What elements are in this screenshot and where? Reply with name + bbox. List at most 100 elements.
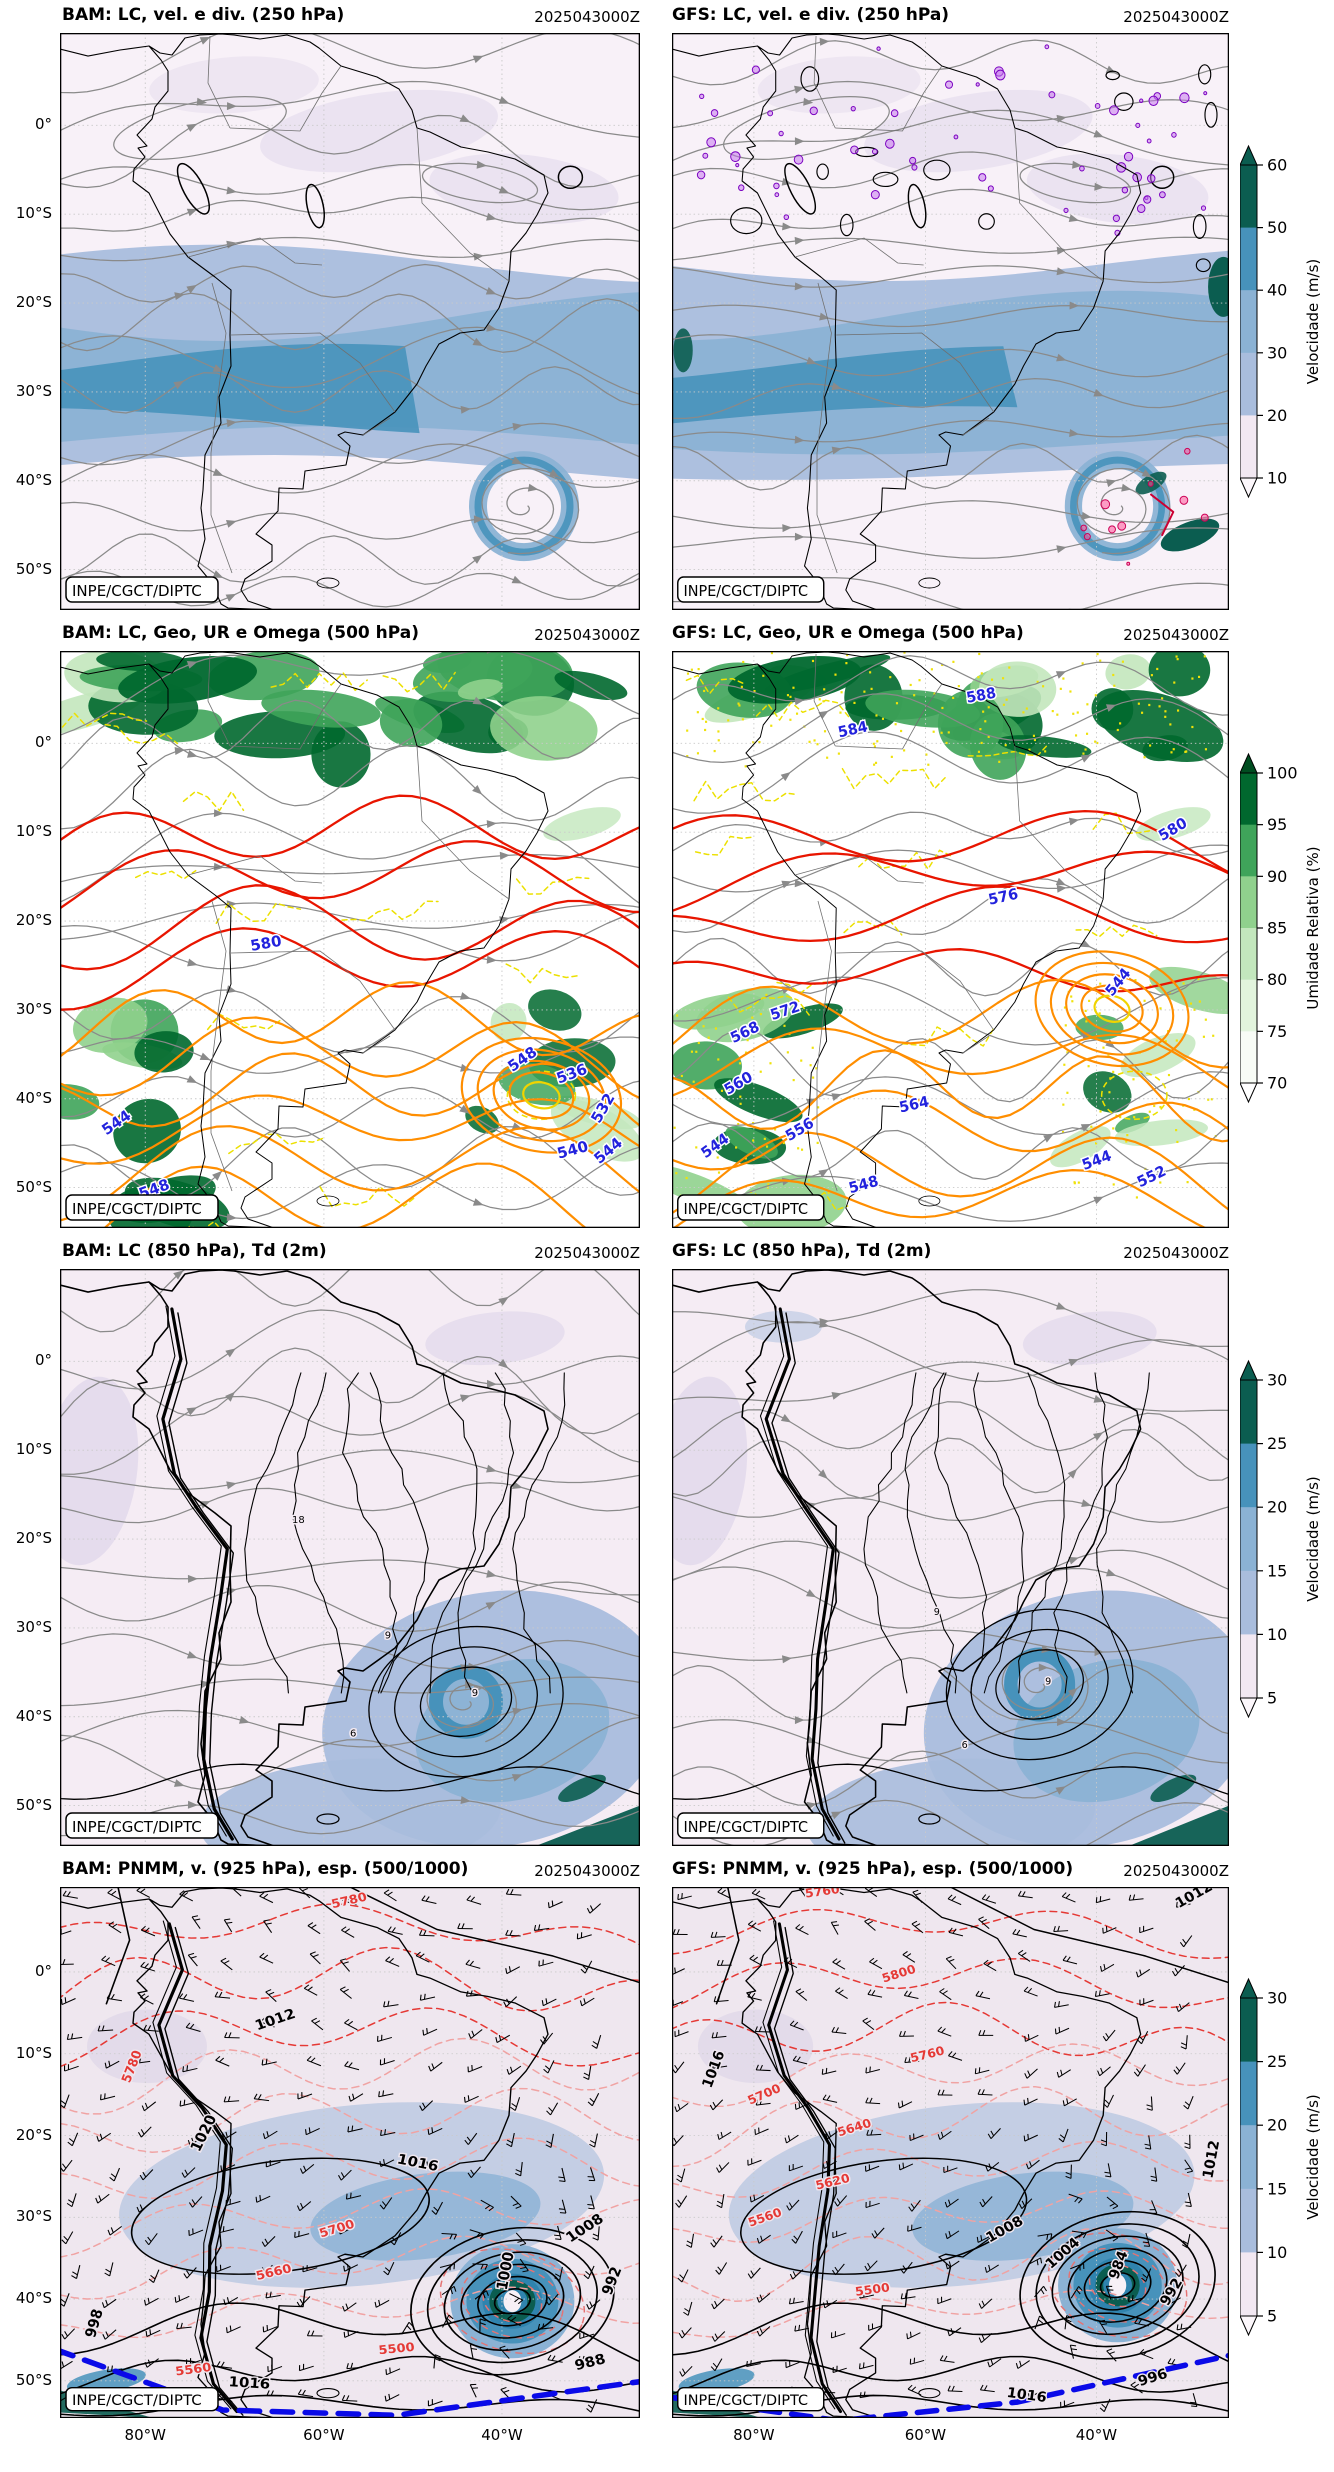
map-canvas: 5885845805765725685605645565445485445525… xyxy=(672,651,1229,1228)
lat-tick-label: 40°S xyxy=(15,1088,52,1107)
contour-label: 5500 xyxy=(854,2281,890,2299)
panel-title-gfs-250: GFS: LC, vel. e div. (250 hPa) xyxy=(672,5,950,25)
colorbar-tick: 15 xyxy=(1267,1561,1287,1580)
lat-tick-label: 20°S xyxy=(15,911,52,930)
lat-tick-label: 40°S xyxy=(15,2289,52,2308)
lat-tick-label: 30°S xyxy=(15,999,52,1018)
colorbar-tick: 85 xyxy=(1267,919,1287,938)
lat-tick-label: 20°S xyxy=(15,293,52,312)
colorbar-canvas: 100 95 90 85 80 75 70 Umidade Relativa (%) xyxy=(1239,752,1322,1104)
colorbar-tick: 10 xyxy=(1267,2243,1287,2262)
lat-tick-label: 10°S xyxy=(15,822,52,841)
colorbar-canvas: 60 50 40 30 20 10 Velocidade (m/s) xyxy=(1239,144,1322,499)
lat-tick-label: 20°S xyxy=(15,1529,52,1548)
map-bam-pnmm: 1012 1020 1016 1008 1000 992 988 1016 998 5780 578… xyxy=(60,1887,640,2418)
map-bam-250hpa: INPE/CGCT/DIPTC xyxy=(60,33,640,610)
colorbar-label: Umidade Relativa (%) xyxy=(1304,846,1322,1009)
panel-timestamp: 2025043000Z xyxy=(1123,1862,1229,1880)
colorbar-tick: 90 xyxy=(1267,867,1287,886)
contour-label: 1016 xyxy=(228,2375,271,2393)
contour-label: 18 xyxy=(292,1515,305,1526)
colorbar-tick: 15 xyxy=(1267,2179,1287,2198)
lon-tick-label: 40°W xyxy=(1075,2426,1118,2444)
colorbar-tick: 75 xyxy=(1267,1022,1287,1041)
colorbar-tick: 20 xyxy=(1267,2116,1287,2135)
wind-barbs xyxy=(672,1887,1198,2412)
colorbar-label: Velocidade (m/s) xyxy=(1304,1476,1322,1602)
lat-tick-label: 30°S xyxy=(15,1617,52,1636)
contour-label: 1016 xyxy=(1006,2385,1048,2406)
watermark-text: INPE/CGCT/DIPTC xyxy=(684,1819,808,1836)
lat-tick-label: 50°S xyxy=(15,1795,52,1814)
colorbar-tick: 30 xyxy=(1267,343,1287,362)
panel-title-bam-850: BAM: LC (850 hPa), Td (2m) xyxy=(62,1241,327,1261)
colorbar-tick: 40 xyxy=(1267,281,1287,300)
map-bam-500hpa: 580 548 536 532 540 544 544 548 INPE/CGCT/DIPTC xyxy=(60,651,640,1228)
divergence-contours xyxy=(176,162,584,229)
lat-tick-label: 0° xyxy=(34,115,52,134)
panel-title-gfs-pnmm: GFS: PNMM, v. (925 hPa), esp. (500/1000) xyxy=(672,1859,1074,1879)
colorbar-tick: 50 xyxy=(1267,218,1287,237)
map-gfs-250hpa: INPE/CGCT/DIPTC xyxy=(672,33,1229,610)
lat-tick-label: 10°S xyxy=(15,204,52,223)
streamlines xyxy=(60,33,640,608)
contour-label: 9 xyxy=(472,1688,478,1699)
panel-timestamp: 2025043000Z xyxy=(534,8,640,26)
watermark-text: INPE/CGCT/DIPTC xyxy=(72,582,202,600)
jet-axis-line xyxy=(672,2352,1229,2418)
colorbar-tick: 5 xyxy=(1267,1689,1277,1708)
panel-timestamp: 2025043000Z xyxy=(534,626,640,644)
watermark-text: INPE/CGCT/DIPTC xyxy=(72,1818,202,1836)
colorbar-tick: 10 xyxy=(1267,1625,1287,1644)
lat-tick-label: 30°S xyxy=(15,2207,52,2226)
colorbar-tick: 95 xyxy=(1267,815,1287,834)
colorbar-tick: 60 xyxy=(1267,156,1287,175)
colorbar-tick: 70 xyxy=(1267,1074,1287,1093)
watermark-box: INPE/CGCT/DIPTC xyxy=(677,576,825,603)
colorbar-canvas: 30 25 20 15 10 5 Velocidade (m/s) xyxy=(1239,1977,1322,2337)
lon-tick-label: 80°W xyxy=(124,2426,166,2444)
lat-tick-label: 50°S xyxy=(15,1177,52,1196)
colorbar-tick: 100 xyxy=(1267,764,1298,783)
colorbar-tick: 80 xyxy=(1267,970,1287,989)
lat-tick-label: 0° xyxy=(34,1961,52,1980)
panel-timestamp: 2025043000Z xyxy=(534,1244,640,1262)
colorbar-label: Velocidade (m/s) xyxy=(1304,2094,1322,2220)
lon-tick-label: 80°W xyxy=(733,2426,775,2444)
watermark-text: INPE/CGCT/DIPTC xyxy=(684,2393,809,2409)
map-canvas: 18 9 9 6 INPE/CGCT/DIPTC xyxy=(60,1269,640,1846)
map-canvas: INPE/CGCT/DIPTC xyxy=(672,33,1229,610)
panel-timestamp: 2025043000Z xyxy=(1123,626,1229,644)
contour-label: 9 xyxy=(1045,1676,1051,1687)
lon-tick-label: 60°W xyxy=(303,2426,345,2444)
watermark-box: INPE/CGCT/DIPTC xyxy=(677,1194,825,1221)
lon-tick-label: 60°W xyxy=(904,2426,947,2444)
colorbar-tick: 25 xyxy=(1267,2052,1287,2071)
watermark-box: INPE/CGCT/DIPTC xyxy=(677,2386,825,2412)
watermark-text: INPE/CGCT/DIPTC xyxy=(72,1200,202,1218)
contour-label: 6 xyxy=(350,1728,356,1739)
geopotential-contours xyxy=(672,809,1229,1228)
watermark-text: INPE/CGCT/DIPTC xyxy=(684,583,808,600)
panel-timestamp: 2025043000Z xyxy=(534,1862,640,1880)
watermark-text: INPE/CGCT/DIPTC xyxy=(72,2394,202,2409)
wind-barbs xyxy=(60,1887,602,2413)
watermark-box: INPE/CGCT/DIPTC xyxy=(65,1812,219,1839)
colorbar-label: Velocidade (m/s) xyxy=(1304,259,1322,385)
colorbar-velocidade-850hpa: 30 25 20 15 10 5 Velocidade (m/s) xyxy=(1239,1340,1334,1742)
panel-title-gfs-500: GFS: LC, Geo, UR e Omega (500 hPa) xyxy=(672,623,1024,643)
colorbar-velocidade-250hpa: 60 50 40 30 20 10 Velocidade (m/s) xyxy=(1239,125,1334,522)
jet-axis-line xyxy=(60,2348,640,2418)
watermark-box: INPE/CGCT/DIPTC xyxy=(65,576,219,603)
panel-title-bam-500: BAM: LC, Geo, UR e Omega (500 hPa) xyxy=(62,623,420,643)
colorbar-canvas: 30 25 20 15 10 5 Velocidade (m/s) xyxy=(1239,1359,1322,1719)
colorbar-velocidade-925hpa: 30 25 20 15 10 5 Velocidade (m/s) xyxy=(1239,1958,1334,2360)
lat-tick-label: 40°S xyxy=(15,1706,52,1725)
panel-timestamp: 2025043000Z xyxy=(1123,8,1229,26)
watermark-box: INPE/CGCT/DIPTC xyxy=(677,1812,825,1839)
pressure-contours xyxy=(672,1887,1229,2417)
lat-tick-label: 0° xyxy=(34,733,52,752)
lat-tick-label: 10°S xyxy=(15,1440,52,1459)
panel-title-bam-250: BAM: LC, vel. e div. (250 hPa) xyxy=(62,5,345,25)
